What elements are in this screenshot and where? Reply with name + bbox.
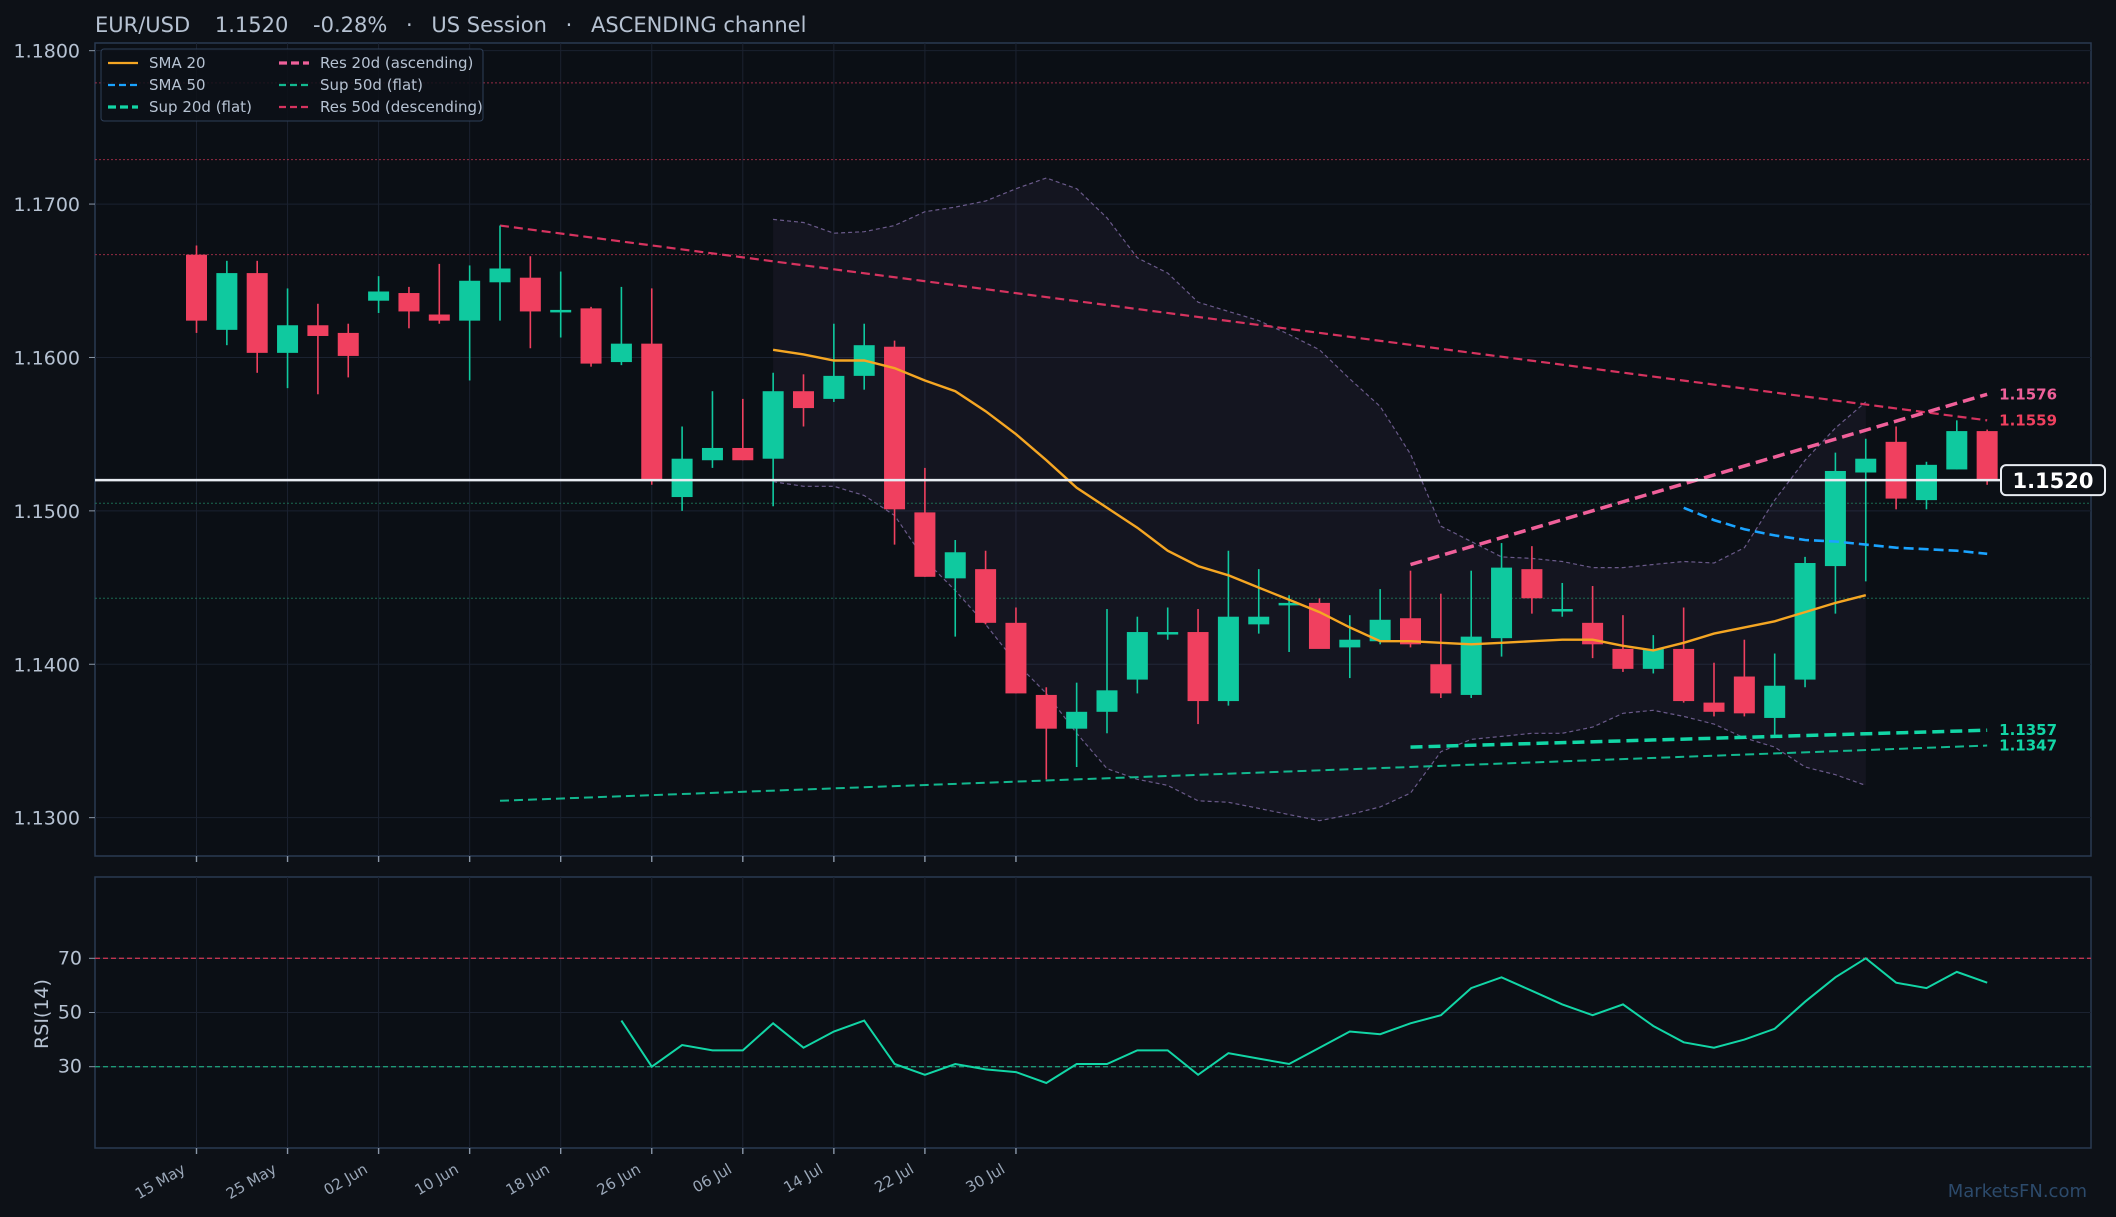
header-channel: ASCENDING channel [591,13,806,37]
candle-body [732,447,754,461]
candle-body [1248,616,1270,625]
price-ytick-label: 1.1400 [14,654,80,676]
price-ytick-label: 1.1800 [14,41,80,63]
price-ytick-label: 1.1300 [14,808,80,830]
candle-body [1157,632,1179,635]
rsi-line [620,957,1988,1085]
res-50d-descending-line [499,224,1988,422]
candle-body [368,291,390,301]
res-20d-ascending-line [1410,392,1988,567]
header-change: -0.28% [313,13,387,37]
candle-body [1703,702,1725,712]
candle-body [671,458,693,498]
candle-body [1187,632,1209,702]
candle-body [914,512,936,577]
candle-body [1126,632,1148,680]
price-ytick-label: 1.1700 [14,194,80,216]
candle-body [1096,690,1118,712]
rsi-ytick-label: 30 [58,1056,82,1078]
candle-body [884,346,906,510]
candle-body [762,391,784,459]
candle-body [944,552,966,579]
legend-label: Res 50d (descending) [320,98,483,116]
candle-body [489,268,511,283]
candle-body [823,375,845,399]
candle-body [459,280,481,321]
candle-body [1885,441,1907,499]
sma50-line [1683,506,1988,556]
legend-label: SMA 20 [149,54,206,72]
candle-body [1339,639,1361,648]
candle-body [277,325,299,353]
res-50d-descending-line-label: 1.1559 [1999,411,2057,429]
header-separator-2: · [566,13,573,37]
candle-body [1430,664,1452,694]
candle-body [550,309,572,313]
candle-body [1794,563,1816,680]
price-panel [94,42,2092,857]
candle-body [1855,458,1877,473]
header-separator: · [406,13,413,37]
candle-body [1491,567,1513,639]
legend-label: Res 20d (ascending) [320,54,473,72]
legend-label: Sup 20d (flat) [149,98,252,116]
candle-body [1673,648,1695,702]
candle-body [1946,431,1968,470]
candle-body [610,343,632,363]
current-price-tag-label: 1.1520 [2012,469,2093,493]
sma20-line [772,348,1867,652]
candle-body [519,277,541,312]
legend-label: Sup 50d (flat) [320,76,423,94]
res-20d-ascending-line-label: 1.1576 [1999,385,2057,403]
candle-body [1642,648,1664,669]
candle-body [1733,676,1755,714]
header-price: 1.1520 [215,13,288,37]
candle-body [1551,609,1573,612]
candle-body [1460,636,1482,695]
candle-body [1612,648,1634,669]
candle-body [701,447,723,461]
watermark: MarketsFN.com [1948,1181,2087,1202]
sup-20d-flat-line-label: 1.1357 [1999,721,2057,739]
candle-body [216,273,238,330]
candle-body [1369,619,1391,642]
candle-body [428,314,450,321]
candle-body [975,569,997,623]
current-price-tag [2000,464,2106,497]
candle-body [1400,618,1421,645]
candle-body [641,343,663,481]
candle-body [1824,470,1846,567]
sup-50d-flat-line [499,744,1988,802]
chart-header: EUR/USD 1.1520 -0.28% · US Session · ASC… [95,13,806,37]
price-ytick-label: 1.1600 [14,347,80,369]
sup-50d-flat-line-label: 1.1347 [1999,737,2057,755]
candle-body [1005,622,1027,694]
candle-body [1217,616,1239,702]
candle-body [1278,602,1300,606]
rsi-ytick-label: 50 [58,1002,82,1024]
rsi-ytick-label: 70 [58,947,82,969]
header-session: US Session [431,13,547,37]
candle-body [337,332,359,356]
candle-body [1521,569,1543,599]
candle-body [1066,711,1088,729]
candle-body [307,325,329,336]
candle-body [186,254,207,321]
candle-body [246,273,268,353]
candle-body [1915,464,1937,501]
header-symbol: EUR/USD [95,13,190,37]
sup-20d-flat-line [1410,728,1988,749]
candle-body [1976,431,1998,481]
bollinger-fill [773,178,1866,821]
legend-label: SMA 50 [149,76,206,94]
candle-body [580,308,602,364]
candle-body [793,391,814,409]
price-ytick-label: 1.1500 [14,501,80,523]
candle-body [1035,694,1057,729]
rsi-ylabel: RSI(14) [31,979,53,1049]
candle-body [1764,685,1786,718]
candle-body [398,293,420,312]
